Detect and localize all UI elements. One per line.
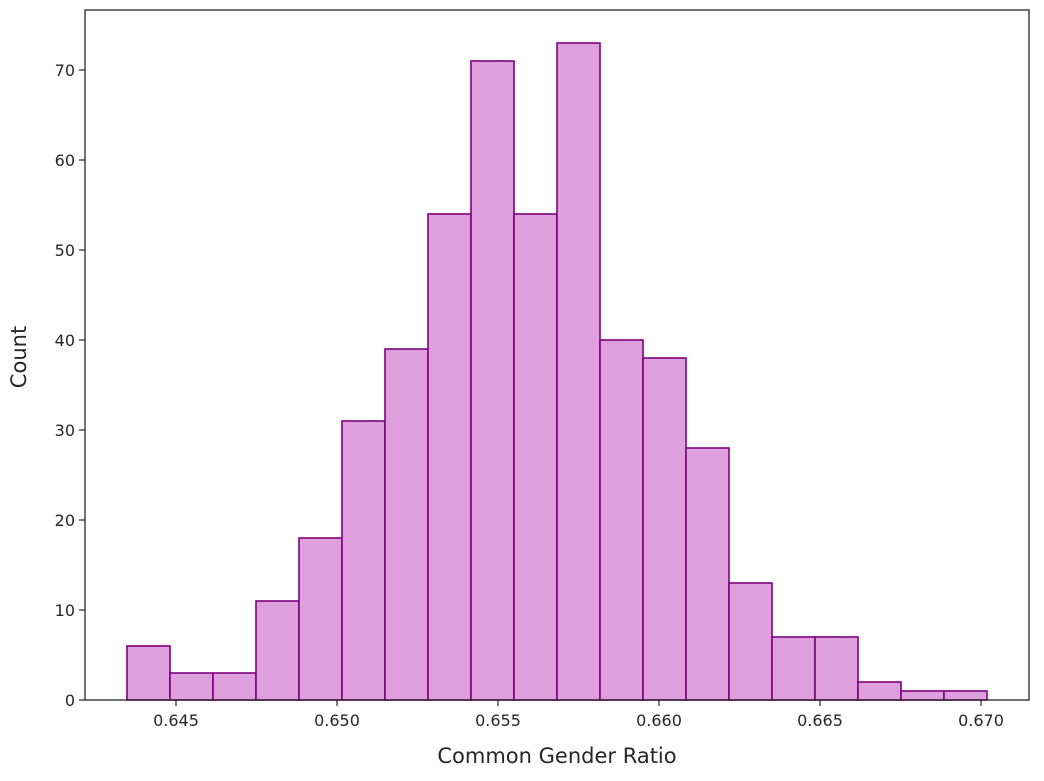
histogram-bar xyxy=(470,60,515,701)
y-tick-label: 30 xyxy=(55,421,75,440)
y-tick-label: 0 xyxy=(65,691,75,710)
x-axis-ticks: 0.645 0.650 0.655 0.660 0.665 0.670 xyxy=(153,700,1004,730)
x-tick-label: 0.645 xyxy=(153,711,199,730)
x-tick-label: 0.665 xyxy=(797,711,843,730)
y-tick-label: 40 xyxy=(55,331,75,350)
y-tick-label: 60 xyxy=(55,151,75,170)
x-tick-label: 0.650 xyxy=(314,711,360,730)
plot-frame xyxy=(84,9,1030,701)
histogram-bar xyxy=(212,672,257,701)
histogram-bar xyxy=(513,213,558,701)
y-axis-ticks: 0 10 20 30 40 50 60 70 xyxy=(55,61,85,710)
histogram-bar xyxy=(771,636,816,701)
histogram-bar xyxy=(900,690,945,701)
histogram-bar xyxy=(943,690,988,701)
histogram-bar xyxy=(814,636,859,701)
y-tick-label: 20 xyxy=(55,511,75,530)
histogram-bar xyxy=(427,213,472,701)
x-tick-label: 0.660 xyxy=(636,711,682,730)
y-tick-label: 10 xyxy=(55,601,75,620)
x-tick-label: 0.670 xyxy=(958,711,1004,730)
histogram-bar xyxy=(857,681,902,701)
y-tick-label: 50 xyxy=(55,241,75,260)
x-tick-label: 0.655 xyxy=(475,711,521,730)
histogram-bar xyxy=(341,420,386,701)
histogram-bar xyxy=(255,600,300,701)
x-axis-label: Common Gender Ratio xyxy=(437,744,676,768)
y-tick-label: 70 xyxy=(55,61,75,80)
bars-layer xyxy=(126,42,988,701)
histogram-bar xyxy=(298,537,343,701)
histogram-bar xyxy=(685,447,730,701)
histogram-bar xyxy=(384,348,429,701)
histogram-bar xyxy=(556,42,601,701)
histogram-bar xyxy=(642,357,687,701)
histogram-bar xyxy=(728,582,773,701)
histogram-bar xyxy=(599,339,644,701)
histogram-bar xyxy=(169,672,214,701)
y-axis-label: Count xyxy=(7,326,31,388)
histogram-bar xyxy=(126,645,171,701)
